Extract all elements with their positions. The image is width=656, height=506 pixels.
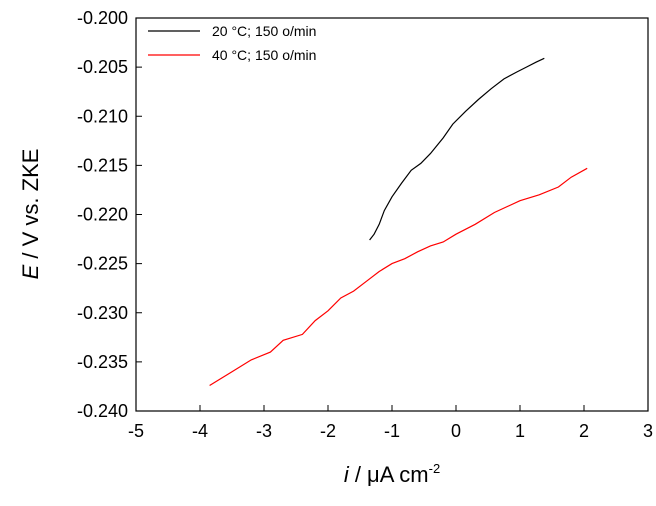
legend-label-series-2: 40 °C; 150 o/min: [212, 47, 316, 63]
y-tick-label: -0.210: [77, 106, 128, 126]
legend: 20 °C; 150 o/min 40 °C; 150 o/min: [148, 23, 316, 63]
x-tick-label: -1: [384, 421, 400, 441]
y-tick-label: -0.200: [77, 8, 128, 28]
plot-frame: [135, 17, 649, 412]
y-tick-label: -0.215: [77, 155, 128, 175]
x-tick-label: -2: [320, 421, 336, 441]
series-group: [209, 57, 588, 387]
ticks: -5 -4 -3 -2 -1 0 1 2 3 -0.200 -0.205 -0.210 -0.215 -0…: [77, 8, 653, 441]
x-tick-label: 0: [451, 421, 461, 441]
x-tick-label: 1: [515, 421, 525, 441]
x-tick-label: 3: [643, 421, 653, 441]
x-axis-title: i / μA cm-2: [344, 461, 440, 487]
y-tick-label: -0.220: [77, 205, 128, 225]
x-tick-label: -3: [256, 421, 272, 441]
y-axis-title: E / V vs. ZKE: [18, 149, 43, 280]
y-tick-label: -0.230: [77, 303, 128, 323]
series-line-2: [209, 167, 588, 387]
series-line-1: [369, 57, 545, 241]
x-tick-label: 2: [579, 421, 589, 441]
y-tick-label: -0.205: [77, 57, 128, 77]
y-tick-label: -0.225: [77, 254, 128, 274]
x-tick-label: -5: [128, 421, 144, 441]
x-tick-label: -4: [192, 421, 208, 441]
y-tick-label: -0.240: [77, 401, 128, 421]
legend-label-series-1: 20 °C; 150 o/min: [212, 23, 316, 39]
y-tick-label: -0.235: [77, 352, 128, 372]
